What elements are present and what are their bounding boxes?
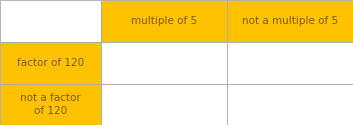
Bar xyxy=(0,0,101,42)
Bar xyxy=(227,84,353,125)
Bar xyxy=(0,84,101,125)
Bar xyxy=(101,0,227,42)
Text: not a multiple of 5: not a multiple of 5 xyxy=(242,16,338,26)
Bar xyxy=(227,42,353,84)
Text: multiple of 5: multiple of 5 xyxy=(131,16,197,26)
Text: factor of 120: factor of 120 xyxy=(17,58,84,68)
Bar xyxy=(101,42,227,84)
Bar xyxy=(0,42,101,84)
Bar xyxy=(227,0,353,42)
Text: not a factor
of 120: not a factor of 120 xyxy=(20,93,81,116)
Bar xyxy=(101,84,227,125)
